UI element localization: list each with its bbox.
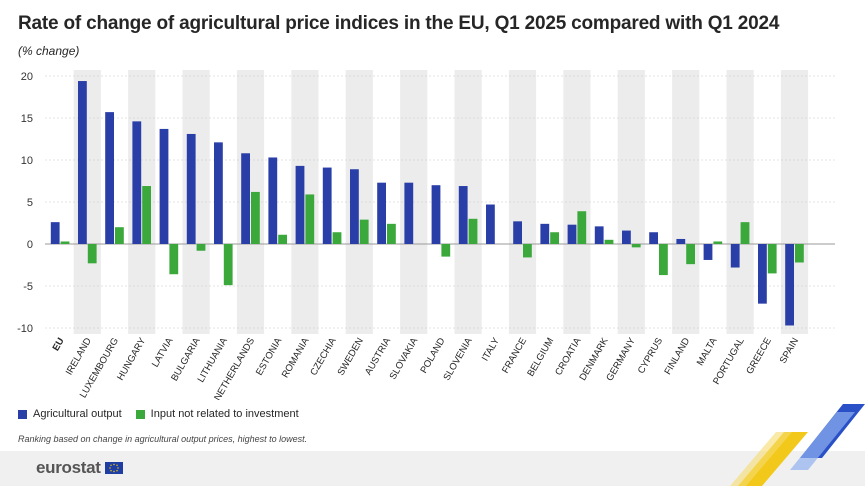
bar-output-cyprus bbox=[649, 232, 658, 244]
bar-input-slovenia bbox=[468, 218, 478, 244]
bar-input-latvia bbox=[169, 244, 179, 275]
bar-input-luxembourg bbox=[115, 227, 124, 244]
bar-input-denmark bbox=[604, 239, 614, 244]
legend-swatch-output bbox=[18, 409, 27, 419]
bar-output-denmark bbox=[594, 226, 604, 244]
legend: Agricultural output Input not related to… bbox=[18, 408, 313, 420]
corner-stripe-fade bbox=[730, 432, 792, 486]
bar-output-latvia bbox=[159, 128, 169, 244]
bar-output-greece bbox=[758, 244, 767, 304]
bar-output-czechia bbox=[322, 167, 332, 244]
bar-input-austria bbox=[387, 223, 396, 244]
brand-name: eurostat bbox=[36, 458, 101, 477]
bar-output-eu bbox=[50, 222, 60, 244]
bar-input-spain bbox=[795, 244, 804, 263]
y-tick-label: 10 bbox=[21, 155, 33, 167]
chart-title: Rate of change of agricultural price ind… bbox=[18, 13, 780, 34]
bar-input-eu bbox=[60, 241, 70, 244]
bar-input-finland bbox=[686, 244, 695, 265]
bar-output-sweden bbox=[350, 169, 359, 244]
y-tick-label: 15 bbox=[21, 113, 33, 125]
bar-output-ireland bbox=[78, 81, 87, 244]
bar-output-lithuania bbox=[214, 142, 223, 244]
footer-bar bbox=[0, 451, 865, 486]
y-tick-label: -10 bbox=[17, 323, 33, 335]
bar-output-spain bbox=[785, 244, 794, 326]
bar-output-luxembourg bbox=[105, 112, 114, 245]
bar-input-cyprus bbox=[659, 244, 668, 276]
y-tick-label: 20 bbox=[21, 71, 33, 83]
bar-output-finland bbox=[676, 238, 686, 244]
bar-output-estonia bbox=[268, 157, 278, 244]
eurostat-logo: eurostat bbox=[36, 458, 123, 478]
bar-output-france bbox=[513, 221, 522, 244]
bar-input-portugal bbox=[740, 222, 750, 244]
legend-item-input: Input not related to investment bbox=[135, 408, 299, 420]
bar-output-germany bbox=[622, 230, 631, 244]
y-tick-label: -5 bbox=[23, 281, 33, 293]
bar-output-poland bbox=[431, 185, 441, 244]
bar-input-malta bbox=[713, 241, 723, 244]
y-tick-label: 5 bbox=[27, 197, 33, 209]
bar-input-hungary bbox=[142, 186, 151, 244]
y-tick-label: 0 bbox=[27, 239, 33, 251]
legend-label-input: Input not related to investment bbox=[150, 408, 299, 420]
bar-output-portugal bbox=[730, 244, 740, 268]
bar-output-croatia bbox=[567, 224, 577, 244]
bar-input-france bbox=[523, 244, 532, 258]
bar-input-germany bbox=[631, 244, 641, 248]
legend-item-output: Agricultural output bbox=[18, 408, 122, 420]
bar-input-greece bbox=[767, 244, 777, 274]
bar-input-lithuania bbox=[223, 244, 233, 286]
bar-output-austria bbox=[377, 182, 386, 244]
bar-input-belgium bbox=[550, 232, 559, 244]
bar-output-slovenia bbox=[458, 186, 468, 244]
bar-output-slovakia bbox=[404, 182, 414, 244]
bar-input-poland bbox=[441, 244, 451, 257]
chart-subtitle: (% change) bbox=[18, 44, 80, 58]
bar-input-sweden bbox=[359, 219, 369, 244]
footnote: Ranking based on change in agricultural … bbox=[18, 434, 308, 444]
bar-output-romania bbox=[295, 165, 305, 244]
bar-output-bulgaria bbox=[186, 133, 196, 244]
eu-flag-icon bbox=[104, 462, 123, 474]
bar-input-romania bbox=[305, 194, 315, 244]
bar-input-estonia bbox=[278, 234, 287, 244]
corner-stripe-lightblue bbox=[790, 412, 855, 470]
bar-input-bulgaria bbox=[196, 244, 206, 251]
bar-input-netherlands bbox=[251, 191, 260, 244]
bar-input-ireland bbox=[87, 244, 97, 264]
legend-swatch-input bbox=[135, 409, 145, 419]
bar-output-netherlands bbox=[241, 153, 250, 244]
legend-label-output: Agricultural output bbox=[33, 408, 122, 420]
bar-output-malta bbox=[703, 244, 713, 260]
bar-output-italy bbox=[486, 204, 495, 244]
bar-output-belgium bbox=[540, 223, 550, 244]
bar-output-hungary bbox=[132, 121, 142, 244]
bar-input-czechia bbox=[332, 232, 342, 244]
bar-input-croatia bbox=[577, 211, 587, 244]
